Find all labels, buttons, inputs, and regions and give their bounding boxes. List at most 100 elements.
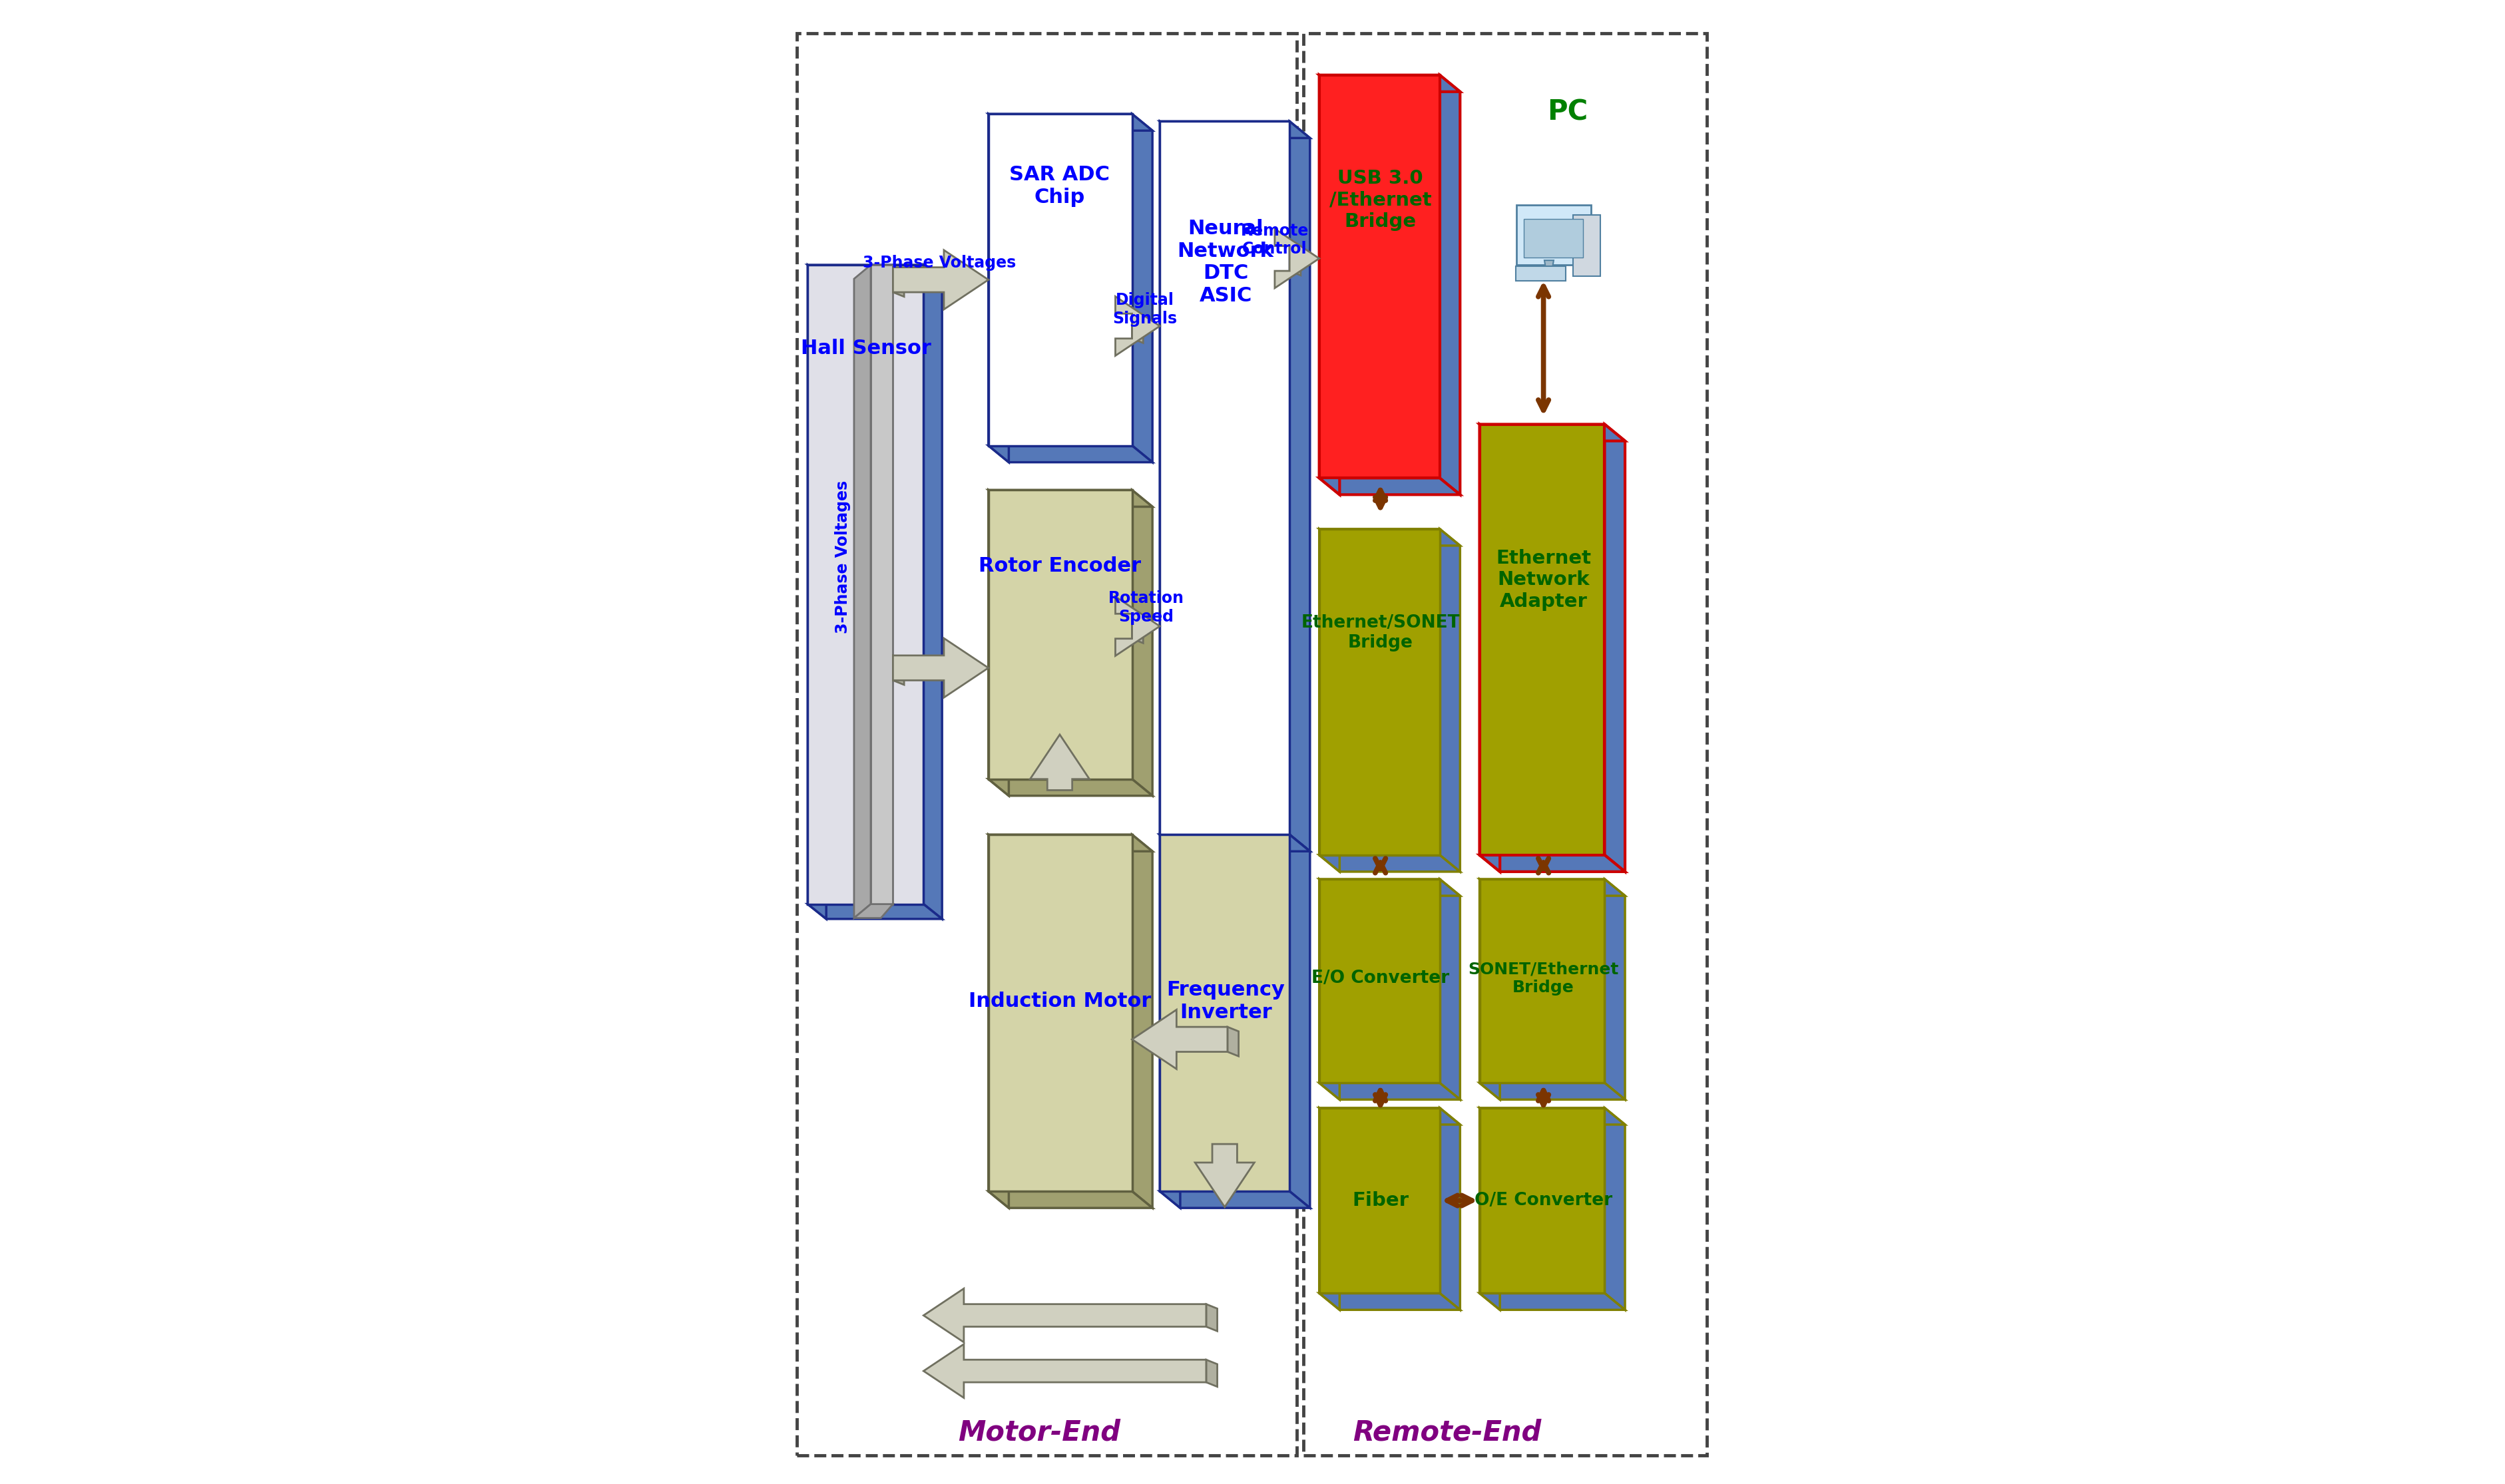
Polygon shape bbox=[989, 834, 1152, 852]
Text: USB 3.0
/Ethernet
Bridge: USB 3.0 /Ethernet Bridge bbox=[1330, 169, 1430, 232]
Polygon shape bbox=[1115, 597, 1160, 656]
Polygon shape bbox=[1546, 260, 1553, 272]
Polygon shape bbox=[1160, 122, 1290, 834]
Text: Rotation
Speed: Rotation Speed bbox=[1107, 591, 1185, 625]
Text: Induction Motor: Induction Motor bbox=[969, 991, 1152, 1011]
Polygon shape bbox=[1132, 614, 1142, 643]
Polygon shape bbox=[1132, 834, 1152, 1208]
Polygon shape bbox=[1160, 834, 1310, 852]
Polygon shape bbox=[1320, 1109, 1440, 1293]
Polygon shape bbox=[989, 1192, 1152, 1208]
Polygon shape bbox=[989, 445, 1152, 462]
Polygon shape bbox=[989, 114, 1152, 131]
Polygon shape bbox=[1480, 1293, 1626, 1310]
Polygon shape bbox=[1207, 1359, 1217, 1386]
Polygon shape bbox=[1480, 879, 1500, 1100]
Polygon shape bbox=[1541, 272, 1558, 275]
Polygon shape bbox=[1132, 1009, 1227, 1068]
Polygon shape bbox=[1160, 122, 1310, 138]
Polygon shape bbox=[1320, 1109, 1460, 1125]
Polygon shape bbox=[1606, 879, 1626, 1100]
Text: 3-Phase Voltages: 3-Phase Voltages bbox=[862, 255, 1017, 272]
FancyBboxPatch shape bbox=[1573, 215, 1601, 276]
FancyBboxPatch shape bbox=[1523, 218, 1583, 258]
Polygon shape bbox=[989, 779, 1152, 795]
Polygon shape bbox=[989, 114, 1132, 445]
Polygon shape bbox=[892, 638, 989, 697]
Polygon shape bbox=[1160, 834, 1290, 1192]
Polygon shape bbox=[1320, 879, 1440, 1083]
Polygon shape bbox=[807, 904, 942, 919]
Text: E/O Converter: E/O Converter bbox=[1313, 969, 1450, 987]
Polygon shape bbox=[1030, 735, 1090, 789]
Text: Hall Sensor: Hall Sensor bbox=[802, 338, 932, 358]
Polygon shape bbox=[1480, 879, 1626, 896]
Text: Neural
Network
DTC
ASIC: Neural Network DTC ASIC bbox=[1177, 220, 1275, 306]
Polygon shape bbox=[1320, 879, 1460, 896]
Text: Remote
Control: Remote Control bbox=[1240, 223, 1308, 257]
Polygon shape bbox=[807, 266, 827, 919]
FancyBboxPatch shape bbox=[1516, 205, 1591, 266]
Polygon shape bbox=[924, 266, 942, 919]
Polygon shape bbox=[1320, 76, 1440, 478]
Polygon shape bbox=[1480, 424, 1626, 441]
Polygon shape bbox=[1227, 1027, 1237, 1057]
Polygon shape bbox=[854, 904, 892, 919]
Text: SONET/Ethernet
Bridge: SONET/Ethernet Bridge bbox=[1468, 962, 1618, 996]
Polygon shape bbox=[989, 834, 1132, 1192]
Polygon shape bbox=[989, 490, 1010, 795]
Polygon shape bbox=[1320, 528, 1460, 546]
FancyBboxPatch shape bbox=[797, 33, 1298, 1456]
Polygon shape bbox=[1132, 490, 1152, 795]
Polygon shape bbox=[1160, 834, 1310, 852]
Polygon shape bbox=[807, 266, 924, 904]
Polygon shape bbox=[989, 490, 1152, 506]
Polygon shape bbox=[1320, 1083, 1460, 1100]
Polygon shape bbox=[1480, 424, 1606, 855]
Text: Fiber: Fiber bbox=[1353, 1192, 1408, 1209]
Polygon shape bbox=[924, 1288, 1207, 1342]
Polygon shape bbox=[1480, 1083, 1626, 1100]
Text: Motor-End: Motor-End bbox=[957, 1419, 1120, 1445]
Polygon shape bbox=[1132, 114, 1152, 462]
Polygon shape bbox=[1480, 855, 1626, 871]
Polygon shape bbox=[1320, 855, 1460, 871]
Polygon shape bbox=[892, 251, 989, 309]
Polygon shape bbox=[1606, 424, 1626, 871]
Polygon shape bbox=[892, 267, 904, 297]
Polygon shape bbox=[1480, 1109, 1500, 1310]
Polygon shape bbox=[1132, 313, 1142, 343]
Polygon shape bbox=[1320, 528, 1440, 855]
Polygon shape bbox=[1207, 1304, 1217, 1331]
Polygon shape bbox=[892, 656, 904, 684]
Polygon shape bbox=[854, 266, 872, 919]
Polygon shape bbox=[1480, 424, 1500, 871]
Text: Ethernet
Network
Adapter: Ethernet Network Adapter bbox=[1495, 549, 1591, 611]
Text: Rotor Encoder: Rotor Encoder bbox=[979, 556, 1140, 576]
Polygon shape bbox=[1440, 1109, 1460, 1310]
Polygon shape bbox=[1160, 1192, 1310, 1208]
Polygon shape bbox=[1606, 1109, 1626, 1310]
Text: 3-Phase Voltages: 3-Phase Voltages bbox=[834, 481, 852, 634]
Polygon shape bbox=[807, 266, 942, 280]
Polygon shape bbox=[1440, 76, 1460, 494]
Polygon shape bbox=[1320, 76, 1460, 92]
FancyBboxPatch shape bbox=[1516, 266, 1566, 280]
Text: PC: PC bbox=[1548, 98, 1588, 126]
Polygon shape bbox=[989, 834, 1010, 1208]
Text: Remote-End: Remote-End bbox=[1353, 1419, 1541, 1445]
Polygon shape bbox=[1320, 879, 1340, 1100]
Text: SAR ADC
Chip: SAR ADC Chip bbox=[1010, 165, 1110, 208]
Polygon shape bbox=[1160, 834, 1180, 1208]
Text: O/E Converter: O/E Converter bbox=[1475, 1192, 1613, 1209]
Polygon shape bbox=[989, 114, 1010, 462]
Polygon shape bbox=[872, 266, 892, 904]
Polygon shape bbox=[1160, 122, 1180, 852]
Text: Digital
Signals: Digital Signals bbox=[1112, 292, 1177, 326]
Polygon shape bbox=[1290, 122, 1310, 852]
Polygon shape bbox=[1320, 1109, 1340, 1310]
Polygon shape bbox=[1290, 246, 1300, 276]
Polygon shape bbox=[1480, 879, 1606, 1083]
Polygon shape bbox=[1320, 1293, 1460, 1310]
Polygon shape bbox=[1115, 297, 1160, 356]
